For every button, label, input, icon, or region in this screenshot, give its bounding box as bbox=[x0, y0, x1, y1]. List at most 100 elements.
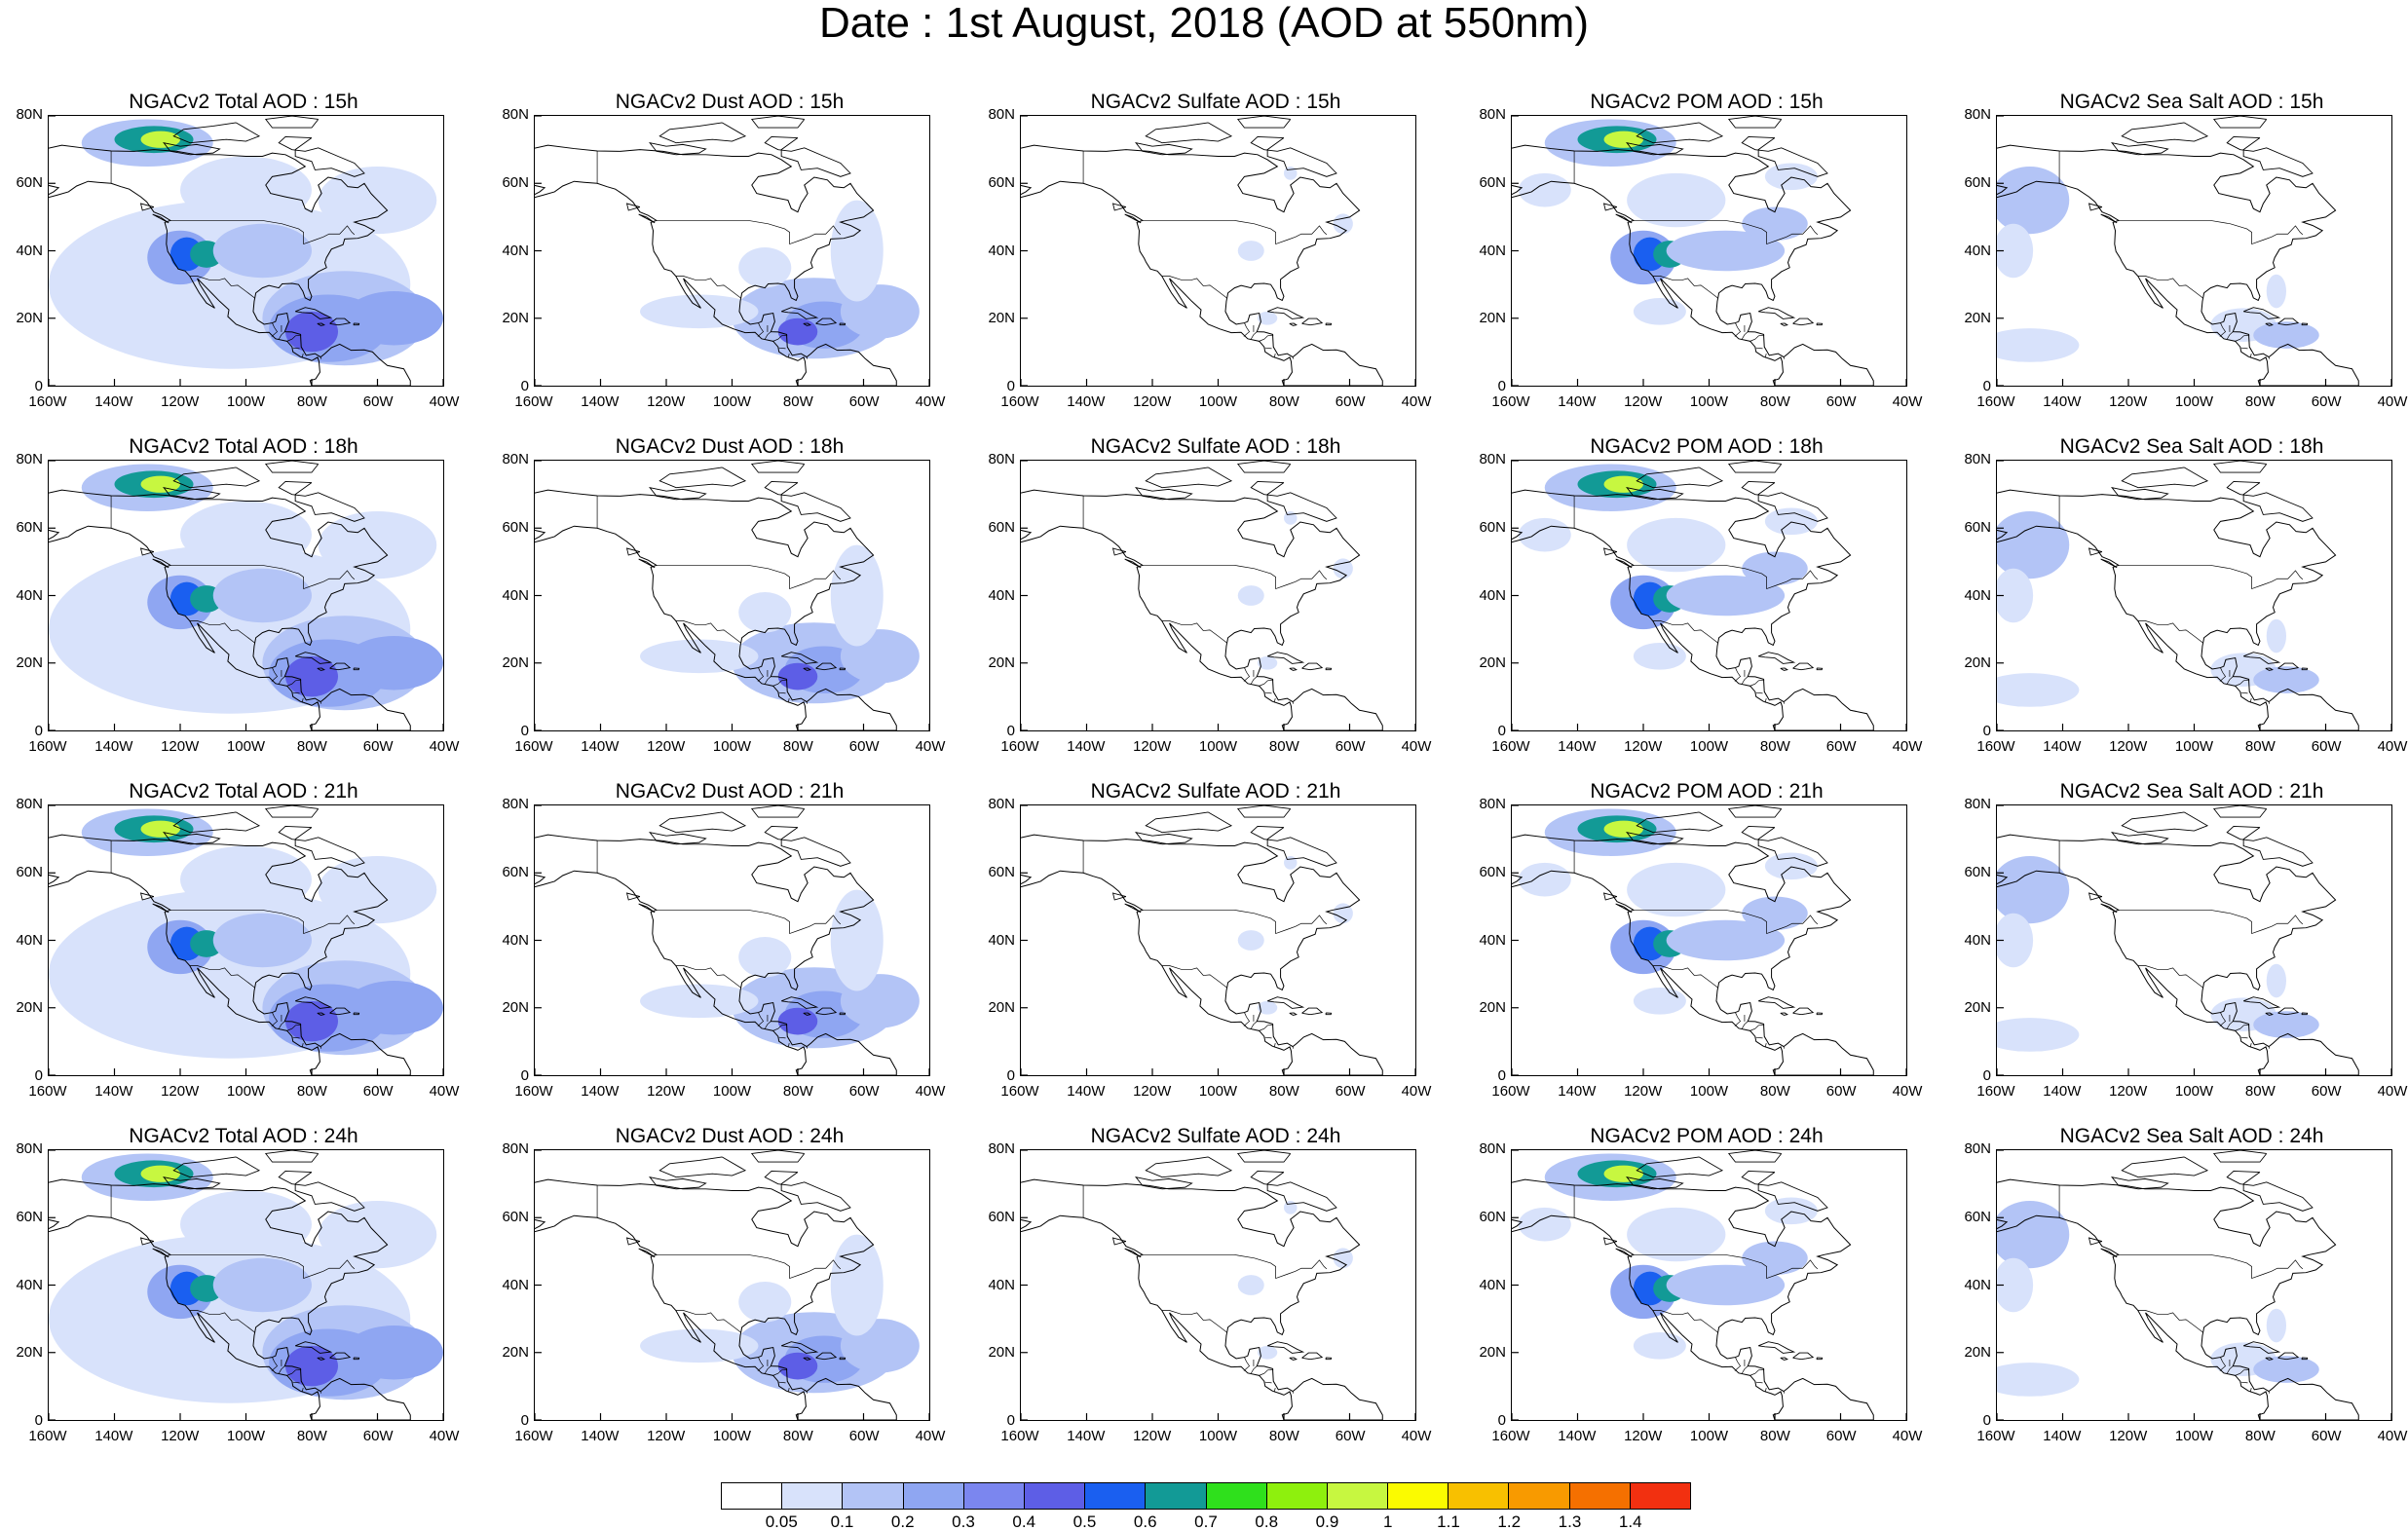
country-border bbox=[1755, 1036, 1763, 1039]
panel-title: NGACv2 Sulfate AOD : 15h bbox=[1090, 91, 1341, 113]
country-border bbox=[320, 356, 322, 359]
island-outline bbox=[278, 480, 365, 522]
country-border bbox=[1633, 1253, 1819, 1280]
latitude-label: 80N bbox=[1479, 1140, 1506, 1157]
country-border bbox=[278, 676, 285, 685]
island-outline bbox=[1236, 805, 1292, 818]
colorbar-label: 0.2 bbox=[890, 1512, 915, 1531]
map-panel: NGACv2 Total AOD : 18h 80N 60N 40N 20N 0 160W 1… bbox=[0, 434, 487, 779]
island-outline bbox=[152, 558, 169, 569]
country-border bbox=[2240, 347, 2248, 350]
island-outline bbox=[1289, 1012, 1298, 1016]
aod-shade bbox=[1333, 903, 1353, 924]
island-outline bbox=[1236, 1150, 1292, 1163]
latitude-label: 40N bbox=[1964, 931, 1991, 949]
longitude-label: 140W bbox=[1067, 738, 1106, 755]
longitude-label: 40W bbox=[915, 1083, 946, 1100]
longitude-label: 160W bbox=[1000, 1428, 1039, 1444]
aod-shade bbox=[140, 475, 180, 493]
country-border bbox=[1142, 564, 1328, 590]
island-outline bbox=[2111, 487, 2169, 501]
longitude-label: 100W bbox=[1198, 1083, 1238, 1100]
aod-shade bbox=[1997, 223, 2034, 279]
longitude-label: 160W bbox=[28, 393, 67, 410]
island-outline bbox=[1325, 1357, 1333, 1361]
longitude-label: 140W bbox=[1558, 738, 1597, 755]
latitude-label: 20N bbox=[1479, 999, 1506, 1017]
colorbar-label: 0.4 bbox=[1012, 1512, 1036, 1531]
latitude-label: 0 bbox=[1982, 378, 1991, 394]
aod-shade bbox=[1258, 1345, 1278, 1360]
latitude-label: 20N bbox=[988, 999, 1015, 1017]
island-outline bbox=[1236, 116, 1292, 129]
map-panel: NGACv2 Sea Salt AOD : 15h 80N 60N 40N 20N 0 16… bbox=[1948, 90, 2408, 434]
aod-shade bbox=[640, 639, 759, 674]
island-outline bbox=[1289, 322, 1298, 326]
aod-shade bbox=[1742, 551, 1808, 586]
island-outline bbox=[264, 805, 320, 818]
longitude-label: 140W bbox=[94, 1083, 133, 1100]
country-border bbox=[1258, 1368, 1274, 1376]
island-outline bbox=[2088, 547, 2103, 556]
island-outline bbox=[2301, 1357, 2309, 1361]
island-outline bbox=[2301, 667, 2309, 671]
map-panel: NGACv2 POM AOD : 21h 80N 60N 40N 20N 0 160W 140… bbox=[1463, 779, 1950, 1124]
aod-shade bbox=[1518, 862, 1571, 897]
country-border bbox=[1741, 1021, 1749, 1029]
country-border bbox=[1633, 564, 1819, 590]
colorbar-swatch bbox=[1509, 1483, 1570, 1509]
latitude-label: 80N bbox=[16, 106, 43, 123]
country-border bbox=[189, 276, 256, 299]
latitude-label: 60N bbox=[16, 518, 43, 536]
island-outline bbox=[1266, 307, 1305, 319]
longitude-label: 40W bbox=[915, 393, 946, 410]
country-border bbox=[806, 1046, 809, 1049]
aod-shade bbox=[1603, 475, 1643, 493]
map-plot-area bbox=[1996, 804, 2392, 1076]
island-outline bbox=[1816, 1357, 1824, 1361]
longitude-label: 160W bbox=[1491, 738, 1530, 755]
aod-shade bbox=[1627, 517, 1726, 573]
aod-shade bbox=[1997, 1363, 2080, 1397]
longitude-label: 140W bbox=[2043, 1428, 2082, 1444]
island-outline bbox=[1615, 558, 1633, 569]
latitude-label: 0 bbox=[520, 1412, 529, 1429]
island-outline bbox=[2277, 317, 2300, 326]
country-border bbox=[1142, 1253, 1328, 1280]
latitude-label: 0 bbox=[520, 723, 529, 739]
latitude-label: 40N bbox=[16, 586, 43, 604]
map-panel: NGACv2 Dust AOD : 15h 80N 60N 40N 20N 0 160W 14… bbox=[486, 90, 973, 434]
island-outline bbox=[1727, 461, 1783, 473]
island-outline bbox=[1111, 892, 1127, 901]
island-outline bbox=[1124, 903, 1142, 914]
country-border bbox=[169, 564, 356, 590]
aod-shade bbox=[1333, 558, 1353, 579]
aod-shade bbox=[1518, 517, 1571, 552]
longitude-label: 120W bbox=[647, 738, 686, 755]
island-outline bbox=[1301, 1352, 1324, 1361]
island-outline bbox=[2242, 996, 2281, 1009]
country-border bbox=[778, 691, 786, 694]
country-border bbox=[656, 564, 842, 590]
island-outline bbox=[1266, 996, 1305, 1009]
longitude-label: 100W bbox=[1689, 393, 1729, 410]
country-border bbox=[2249, 354, 2252, 358]
country-border bbox=[2268, 1391, 2271, 1394]
country-border bbox=[271, 667, 279, 682]
island-outline bbox=[1301, 1007, 1324, 1016]
country-border bbox=[1258, 679, 1274, 687]
longitude-label: 120W bbox=[161, 1083, 200, 1100]
country-border bbox=[2234, 334, 2250, 342]
island-outline bbox=[1135, 487, 1193, 501]
island-outline bbox=[2265, 322, 2274, 326]
country-border bbox=[757, 1012, 765, 1027]
latitude-label: 80N bbox=[1964, 796, 1991, 812]
country-border bbox=[189, 620, 256, 644]
island-outline bbox=[1250, 1170, 1337, 1212]
aod-shade bbox=[1627, 172, 1726, 228]
island-outline bbox=[1289, 667, 1298, 671]
longitude-label: 160W bbox=[28, 1428, 67, 1444]
country-border bbox=[1734, 667, 1742, 682]
aod-shade bbox=[738, 247, 792, 288]
longitude-label: 80W bbox=[296, 1083, 327, 1100]
